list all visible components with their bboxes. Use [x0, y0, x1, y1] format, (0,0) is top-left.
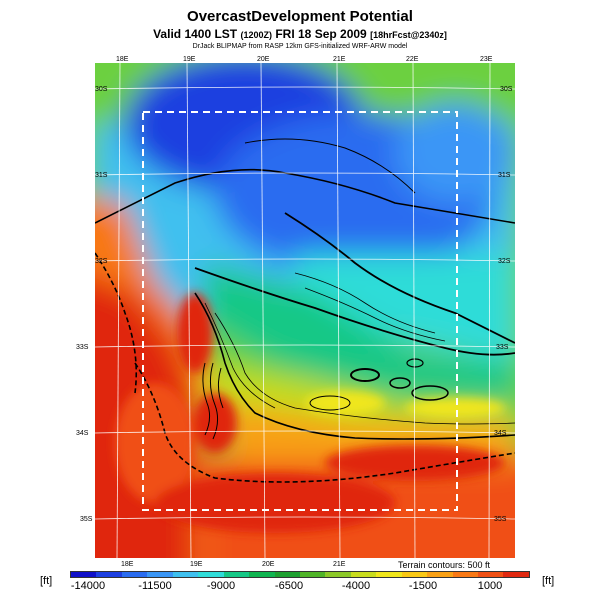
colorbar-swatch	[147, 572, 173, 577]
left-axis-label: 33S	[76, 344, 89, 351]
right-axis-label: 33S	[496, 344, 509, 351]
left-axis-label: 30S	[95, 86, 108, 93]
colorbar-swatch	[478, 572, 504, 577]
forecast-info: [18hrFcst@2340z]	[370, 30, 447, 40]
right-axis-label: 35S	[494, 516, 507, 523]
inner-domain-box	[142, 111, 458, 511]
left-axis-label: 34S	[76, 430, 89, 437]
terrain-contours-note: Terrain contours: 500 ft	[398, 560, 491, 570]
left-axis-label: 35S	[80, 516, 93, 523]
right-axis-label: 30S	[500, 86, 513, 93]
colorbar-tick: -9000	[206, 580, 236, 592]
colorbar-tick: -1500	[408, 580, 438, 592]
colorbar-unit-left: [ft]	[40, 575, 53, 587]
colorbar-tick: -14000	[70, 580, 106, 592]
valid-time-utc: (1200Z)	[240, 30, 272, 40]
colorbar-tick: -11500	[138, 580, 172, 592]
colorbar-swatch	[325, 572, 351, 577]
overcast-contours	[95, 138, 515, 483]
colorbar-swatch	[299, 572, 326, 577]
colorbar-swatch	[350, 572, 377, 577]
left-axis-label: 32S	[95, 258, 108, 265]
top-axis-label: 19E	[183, 56, 196, 63]
colorbar-swatch	[401, 572, 428, 577]
top-axis-label: 20E	[257, 56, 270, 63]
right-axis-label: 34S	[494, 430, 507, 437]
colorbar-tick: -6500	[274, 580, 304, 592]
colorbar-swatch	[121, 572, 148, 577]
top-axis-label: 18E	[116, 56, 129, 63]
colorbar-swatch	[71, 572, 97, 577]
colorbar-swatch	[223, 572, 250, 577]
colorbar-tick: -4000	[341, 580, 371, 592]
valid-time: Valid 1400 LST (1200Z) FRI 18 Sep 2009 […	[0, 27, 600, 41]
colorbar-tick: 1000	[477, 580, 503, 592]
top-axis-label: 22E	[406, 56, 419, 63]
top-axis-label: 23E	[480, 56, 493, 63]
forecast-map	[95, 63, 515, 558]
colorbar-swatch	[249, 572, 275, 577]
colorbar-swatch	[96, 572, 122, 577]
colorbar-swatch	[198, 572, 224, 577]
colorbar-unit-right: [ft]	[542, 575, 555, 587]
top-axis-label: 21E	[333, 56, 346, 63]
colorbar-swatch	[452, 572, 478, 577]
map-title: OvercastDevelopment Potential	[187, 8, 413, 25]
colorbar	[70, 571, 530, 578]
right-axis-label: 31S	[498, 172, 511, 179]
valid-time-main: Valid 1400 LST	[153, 27, 238, 41]
colorbar-swatch	[503, 572, 529, 577]
right-axis-label: 32S	[498, 258, 511, 265]
valid-date: FRI 18 Sep 2009	[275, 27, 367, 41]
colorbar-swatch	[427, 572, 453, 577]
model-credit: DrJack BLIPMAP from RASP 12km GFS-initia…	[192, 43, 408, 50]
bottom-axis-label: 18E	[121, 561, 134, 568]
left-axis-label: 31S	[95, 172, 108, 179]
bottom-axis-label: 19E	[190, 561, 203, 568]
colorbar-swatch	[274, 572, 300, 577]
lat-lon-grid	[95, 63, 515, 558]
bottom-axis-label: 21E	[333, 561, 346, 568]
bottom-axis-label: 20E	[262, 561, 275, 568]
colorbar-swatch	[172, 572, 199, 577]
colorbar-swatch	[376, 572, 402, 577]
